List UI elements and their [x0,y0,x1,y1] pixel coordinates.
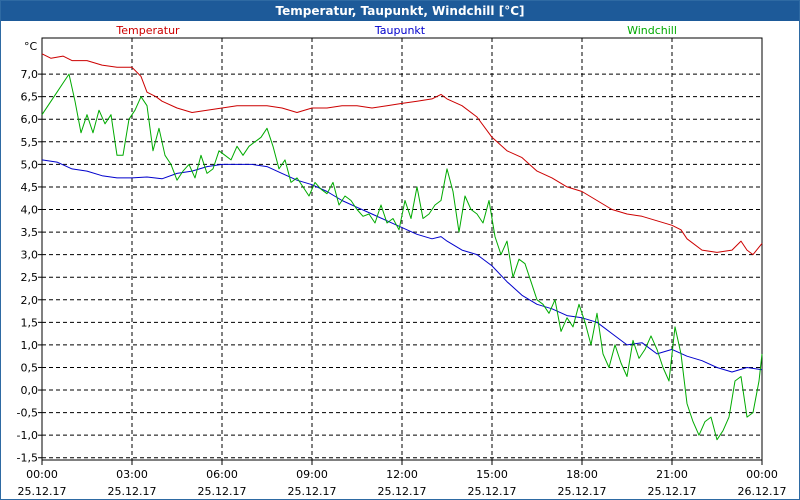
y-tick-label: 3,0 [21,249,39,262]
y-tick-label: 0,5 [21,361,39,374]
x-tick-date-label: 25.12.17 [18,485,67,498]
x-tick-date-label: 25.12.17 [378,485,427,498]
series-line-windchill [41,73,763,441]
x-tick-date-label: 26.12.17 [738,485,787,498]
x-tick-time-label: 00:00 [26,468,58,481]
chart-title: Temperatur, Taupunkt, Windchill [°C] [1,1,799,21]
y-tick-label: 6,0 [21,113,39,126]
y-tick-label: 6,5 [21,91,39,104]
x-tick-date-label: 25.12.17 [648,485,697,498]
y-tick-label: 5,5 [21,136,39,149]
x-tick-date-label: 25.12.17 [198,485,247,498]
y-tick-label: 1,0 [21,339,39,352]
y-tick-label: 7,0 [21,68,39,81]
x-tick-date-label: 25.12.17 [468,485,517,498]
x-tick-time-label: 09:00 [296,468,328,481]
y-tick-label: 2,0 [21,294,39,307]
y-tick-label: 1,5 [21,316,39,329]
series-line-taupunkt [41,159,763,373]
x-tick-time-label: 18:00 [566,468,598,481]
legend: Temperatur Taupunkt Windchill [115,24,677,37]
x-tick-time-label: 03:00 [116,468,148,481]
y-tick-label: -0,5 [17,407,38,420]
data-series [41,53,763,441]
x-tick-date-label: 25.12.17 [288,485,337,498]
legend-entry-temperatur: Temperatur [115,24,180,37]
x-tick-time-label: 15:00 [476,468,508,481]
y-tick-label: 3,5 [21,226,39,239]
x-tick-time-label: 21:00 [656,468,688,481]
y-tick-label: 4,5 [21,181,39,194]
y-tick-label: 5,0 [21,158,39,171]
y-tick-label: -1,5 [17,452,38,465]
x-tick-time-label: 12:00 [386,468,418,481]
x-tick-date-label: 25.12.17 [108,485,157,498]
x-tick-time-label: 00:00 [746,468,778,481]
legend-entry-taupunkt: Taupunkt [374,24,426,37]
series-line-temperatur [41,53,763,256]
y-tick-label: -1,0 [17,429,38,442]
y-tick-label: 0,0 [21,384,39,397]
x-tick-date-label: 25.12.17 [558,485,607,498]
legend-entry-windchill: Windchill [627,24,677,37]
x-tick-time-label: 06:00 [206,468,238,481]
y-axis-unit-label: °C [24,40,38,53]
axis-labels: 7,0 6,5 6,0 5,5 5,0 4,5 4,0 3,5 3,0 2,5 2,0 1,5 1,0 0… [17,40,787,498]
y-tick-label: 2,5 [21,271,39,284]
grid-lines [42,38,762,460]
y-tick-label: 4,0 [21,204,39,217]
